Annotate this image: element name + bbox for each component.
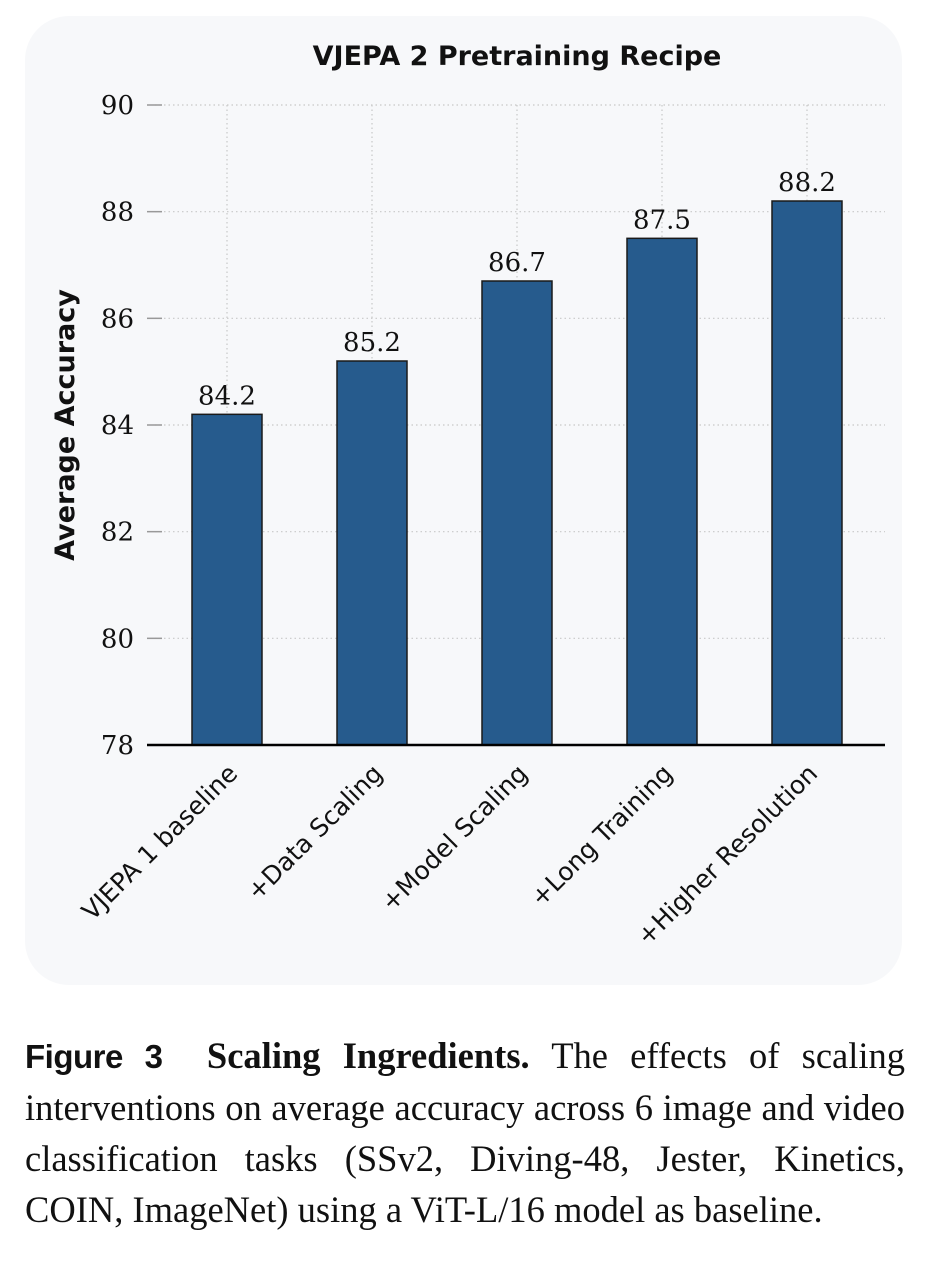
chart-card <box>25 16 902 985</box>
x-tick-label: VJEPA 1 baseline <box>76 759 243 926</box>
y-tick-label: 78 <box>101 731 134 761</box>
bar <box>771 200 843 746</box>
bar-value-label: 85.2 <box>343 328 401 358</box>
caption-title: Scaling Ingredients. <box>206 1035 530 1076</box>
value-labels: 84.2 85.2 86.7 87.5 88.2 <box>198 168 836 411</box>
y-tick-label: 84 <box>101 411 134 441</box>
y-tick-label: 90 <box>101 91 134 121</box>
bar-value-label: 88.2 <box>778 168 836 198</box>
chart-title: VJEPA 2 Pretraining Recipe <box>313 41 722 72</box>
y-axis-label: Average Accuracy <box>50 289 81 561</box>
x-tick-label: +Long Training <box>525 759 678 912</box>
x-tick-label: +Data Scaling <box>241 759 388 906</box>
y-tick-label: 80 <box>101 624 134 654</box>
bar <box>481 280 553 746</box>
y-axis-ticks: 78 80 82 84 86 88 90 <box>101 91 162 761</box>
bar-value-label: 87.5 <box>633 205 691 235</box>
bar <box>626 237 698 746</box>
bar-chart: 78 80 82 84 86 88 90 84.2 85.2 86.7 87.5 88.2 VJEP… <box>50 41 885 951</box>
x-axis-tick-labels: VJEPA 1 baseline+Data Scaling+Model Scal… <box>76 759 823 951</box>
bar-value-label: 84.2 <box>198 381 256 411</box>
bars <box>191 200 843 746</box>
figure-caption: Figure 3 Scaling Ingredients. The effect… <box>25 1030 905 1235</box>
y-tick-label: 86 <box>101 304 134 334</box>
bar <box>336 360 408 746</box>
caption-text: The effects of scaling interventions on … <box>25 1035 906 1230</box>
caption-figure-label: Figure 3 <box>25 1038 163 1075</box>
bar-value-label: 86.7 <box>488 248 546 278</box>
x-tick-label: +Model Scaling <box>375 759 533 917</box>
y-tick-label: 82 <box>101 518 134 548</box>
y-tick-label: 88 <box>101 198 134 228</box>
bar <box>191 413 263 746</box>
